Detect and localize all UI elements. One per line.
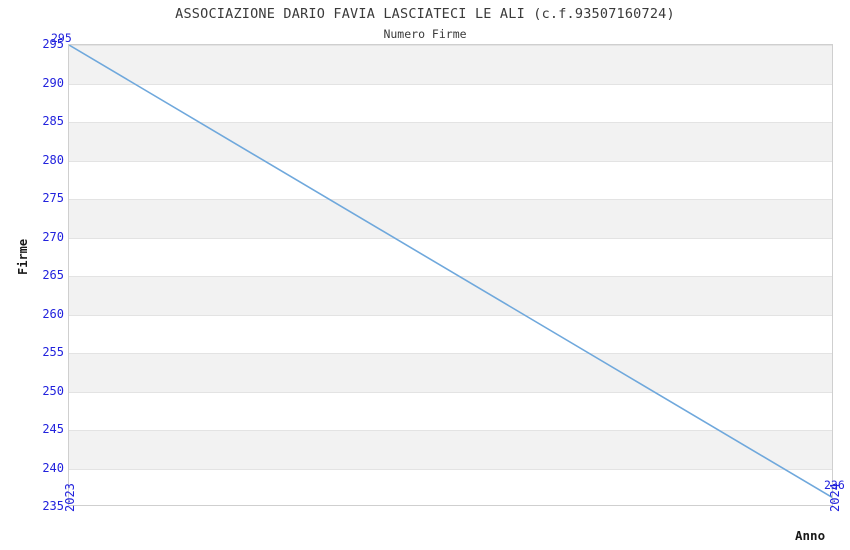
y-axis-tick-265: 265 bbox=[42, 268, 64, 282]
gridline bbox=[69, 315, 832, 316]
y-axis-tick-285: 285 bbox=[42, 114, 64, 128]
y-axis-tick-labels: 295 290 285 280 275 270 265 260 255 250 245 240 235 bbox=[0, 37, 64, 513]
chart-subtitle: Numero Firme bbox=[383, 27, 467, 41]
gridline bbox=[69, 122, 832, 123]
y-axis-tick-240: 240 bbox=[42, 460, 64, 475]
y-axis-tick-290: 290 bbox=[42, 75, 64, 90]
gridline bbox=[69, 238, 832, 239]
x-axis-title: Anno bbox=[795, 528, 826, 543]
y-axis-tick-255: 255 bbox=[42, 345, 64, 359]
data-point-label-2023: 295 bbox=[51, 31, 72, 45]
gridline bbox=[69, 430, 832, 431]
plot-band bbox=[69, 122, 832, 161]
y-axis-tick-245: 245 bbox=[42, 422, 64, 436]
y-axis-tick-235: 235 bbox=[42, 499, 64, 513]
plot-area bbox=[68, 44, 833, 506]
gridline bbox=[69, 469, 832, 470]
data-point-label-2024: 236 bbox=[824, 478, 845, 492]
gridline bbox=[69, 45, 832, 46]
plot-band bbox=[69, 430, 832, 469]
plot-band bbox=[69, 45, 832, 84]
y-axis-tick-260: 260 bbox=[42, 306, 64, 321]
series-polyline bbox=[69, 45, 832, 499]
gridline bbox=[69, 392, 832, 393]
y-axis-title: Firme bbox=[16, 238, 30, 275]
y-axis-tick-295: 295 bbox=[42, 37, 64, 51]
y-axis-tick-275: 275 bbox=[42, 191, 64, 205]
y-axis-tick-270: 270 bbox=[42, 229, 64, 244]
x-axis-tick-2023: 2023 bbox=[63, 483, 77, 512]
plot-band bbox=[69, 353, 832, 392]
gridline bbox=[69, 84, 832, 85]
series-line-numero-firme bbox=[69, 45, 832, 499]
gridline bbox=[69, 353, 832, 354]
gridline bbox=[69, 199, 832, 200]
gridline bbox=[69, 276, 832, 277]
y-axis-tick-250: 250 bbox=[42, 383, 64, 398]
plot-band bbox=[69, 199, 832, 238]
chart-title: ASSOCIAZIONE DARIO FAVIA LASCIATECI LE A… bbox=[175, 6, 675, 22]
y-axis-tick-280: 280 bbox=[42, 152, 64, 167]
gridline bbox=[69, 161, 832, 162]
plot-band bbox=[69, 276, 832, 315]
